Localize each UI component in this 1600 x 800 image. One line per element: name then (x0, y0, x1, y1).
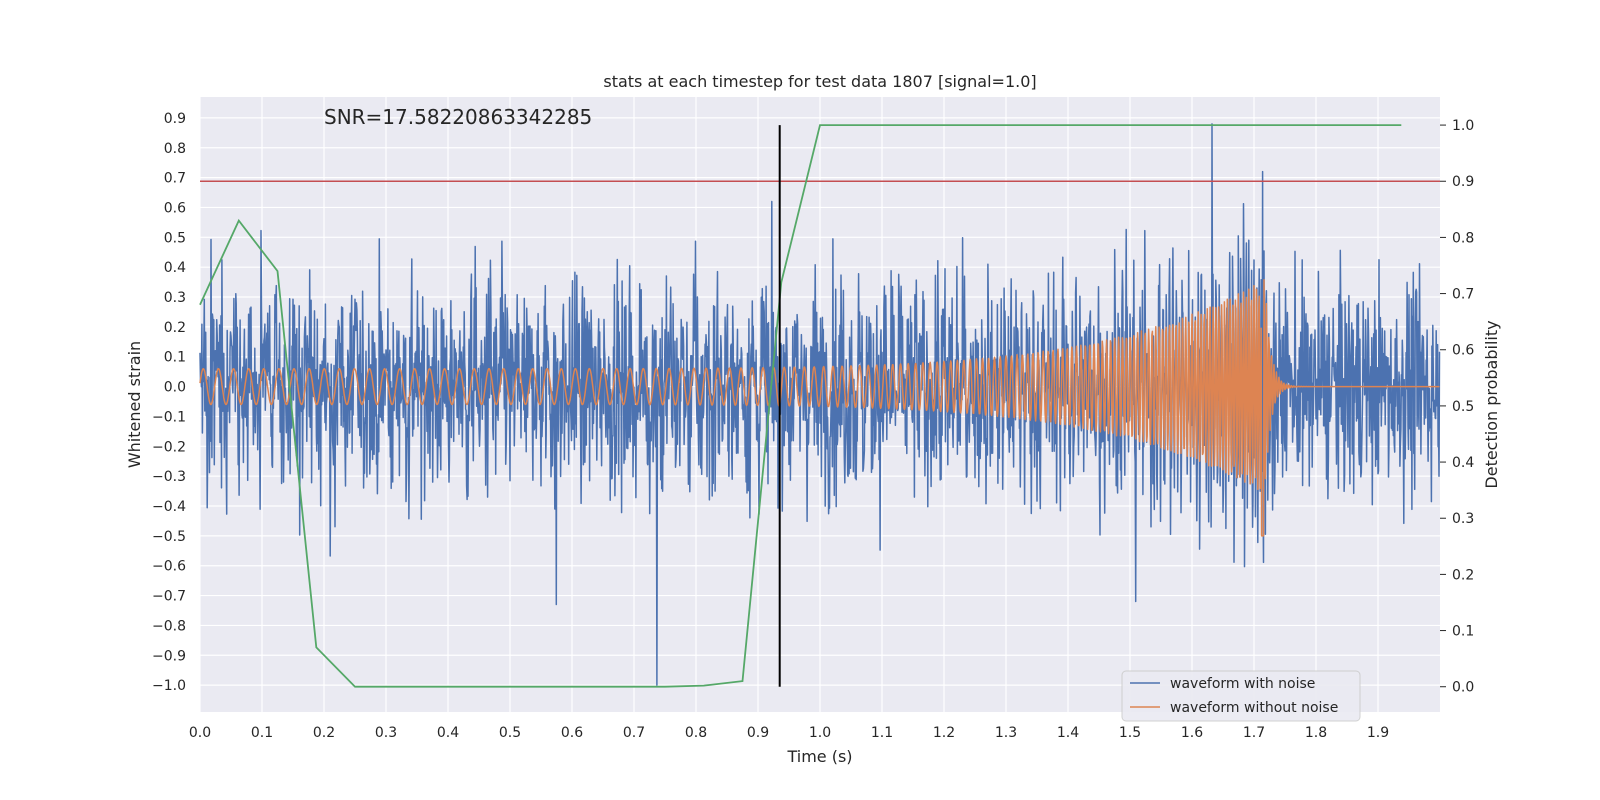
x-tick-label: 1.1 (871, 725, 893, 741)
x-tick-label: 1.8 (1305, 725, 1327, 741)
x-tick-label: 1.0 (809, 725, 831, 741)
x-tick-label: 1.6 (1181, 725, 1203, 741)
x-tick-label: 0.5 (499, 725, 521, 741)
y-tick-label: −0.5 (152, 529, 186, 545)
y-right-tick-label: 0.6 (1452, 343, 1474, 359)
legend-label-noise: waveform with noise (1170, 676, 1315, 692)
detection-probability-line (199, 124, 1402, 688)
y-right-tick-label: 0.3 (1452, 511, 1474, 527)
y-right-tick-label: 0.9 (1452, 174, 1474, 190)
x-tick-label: 0.8 (685, 725, 707, 741)
y-tick-label: −0.4 (152, 499, 186, 515)
y-tick-label: −0.3 (152, 469, 186, 485)
y-tick-label: −0.7 (152, 589, 186, 605)
x-tick-label: 1.7 (1243, 725, 1265, 741)
y-right-tick-label: 0.8 (1452, 230, 1474, 246)
y-axis-label: Whitened strain (125, 341, 144, 468)
y-tick-label: 0.2 (164, 320, 186, 336)
y-right-tick-label: 1.0 (1452, 118, 1474, 134)
series-layer (199, 123, 1441, 688)
chart-title: stats at each timestep for test data 180… (603, 72, 1036, 91)
y-right-tick-label: 0.5 (1452, 399, 1474, 415)
x-tick-label: 1.5 (1119, 725, 1141, 741)
y-right-tick-label: 0.0 (1452, 680, 1474, 696)
x-tick-label: 0.7 (623, 725, 645, 741)
y-right-tick-label: 0.4 (1452, 455, 1474, 471)
x-tick-label: 1.4 (1057, 725, 1079, 741)
noisy-waveform-line (199, 123, 1441, 686)
y-tick-label: −0.9 (152, 648, 186, 664)
tick-labels: 0.0 0.1 0.2 0.3 0.4 0.5 0.6 0.7 0.8 0.9 1.0 1.1 1.2 1… (152, 111, 1474, 741)
x-tick-label: 0.4 (437, 725, 459, 741)
x-tick-label: 1.2 (933, 725, 955, 741)
x-tick-label: 0.2 (313, 725, 335, 741)
x-tick-label: 0.1 (251, 725, 273, 741)
y-right-axis-label: Detection probability (1482, 320, 1501, 488)
legend: waveform with noise waveform without noi… (1121, 670, 1361, 722)
y-tick-label: 0.1 (164, 350, 186, 366)
y-tick-label: 0.5 (164, 230, 186, 246)
x-tick-label: 1.3 (995, 725, 1017, 741)
y-tick-label: −0.2 (152, 439, 186, 455)
y-tick-label: 0.9 (164, 111, 186, 127)
y-tick-label: 0.6 (164, 200, 186, 216)
y-tick-label: −1.0 (152, 678, 186, 694)
y-tick-label: −0.8 (152, 618, 186, 634)
y-tick-label: −0.6 (152, 559, 186, 575)
x-tick-label: 0.3 (375, 725, 397, 741)
y-right-tick-label: 0.7 (1452, 287, 1474, 303)
y-tick-label: 0.7 (164, 171, 186, 187)
legend-box (1121, 670, 1361, 722)
y-tick-label: 0.4 (164, 260, 186, 276)
x-tick-label: 1.9 (1367, 725, 1389, 741)
x-tick-label: 0.0 (189, 725, 211, 741)
y-tick-label: 0.8 (164, 141, 186, 157)
x-axis-label: Time (s) (786, 747, 852, 766)
y-tick-label: −0.1 (152, 409, 186, 425)
snr-annotation: SNR=17.58220863342285 (324, 105, 592, 129)
y-tick-label: 0.3 (164, 290, 186, 306)
legend-label-signal: waveform without noise (1170, 700, 1338, 716)
clean-waveform-line (199, 279, 1440, 537)
x-tick-label: 0.6 (561, 725, 583, 741)
y-right-tick-label: 0.1 (1452, 624, 1474, 640)
x-tick-label: 0.9 (747, 725, 769, 741)
y-right-tick-label: 0.2 (1452, 567, 1474, 583)
y-tick-label: 0.0 (164, 380, 186, 396)
